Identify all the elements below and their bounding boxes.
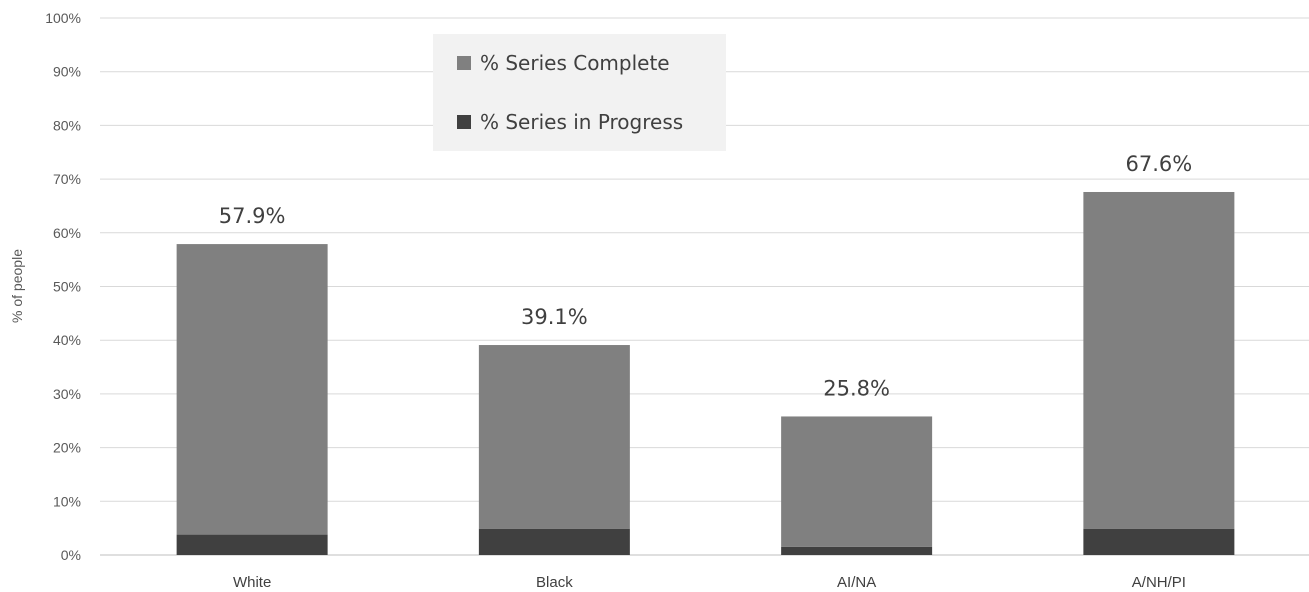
y-tick-label: 0% (61, 547, 81, 563)
y-tick-label: 70% (53, 171, 81, 187)
x-axis-category-labels: White Black AI/NA A/NH/PI (233, 574, 1186, 591)
bar-segment-in-progress (781, 546, 933, 555)
legend-swatch-complete (457, 56, 471, 70)
y-axis-tick-labels: 0% 10% 20% 30% 40% 50% 60% 70% 80% 90% 100% (45, 10, 81, 563)
bar-segment-in-progress (176, 534, 328, 555)
y-tick-label: 20% (53, 440, 81, 456)
legend-background (433, 34, 726, 151)
x-category-label: A/NH/PI (1132, 574, 1186, 591)
legend-swatch-in-progress (457, 115, 471, 129)
data-label: 39.1% (521, 305, 588, 329)
x-category-label: White (233, 574, 271, 591)
x-category-label: Black (536, 574, 573, 591)
y-tick-label: 30% (53, 386, 81, 402)
y-tick-label: 60% (53, 225, 81, 241)
legend-label-in-progress: % Series in Progress (480, 110, 683, 134)
data-label: 67.6% (1126, 152, 1193, 176)
y-axis-title: % of people (9, 249, 25, 323)
bars (176, 191, 1235, 555)
bar-segment-complete (1083, 191, 1235, 529)
data-label: 57.9% (219, 204, 286, 228)
bar-segment-complete (781, 416, 933, 547)
y-tick-label: 10% (53, 493, 81, 509)
data-label: 25.8% (823, 376, 890, 400)
y-tick-label: 80% (53, 117, 81, 133)
legend-label-complete: % Series Complete (480, 51, 670, 75)
data-labels: 57.9% 39.1% 25.8% 67.6% (219, 152, 1192, 400)
bar-segment-complete (478, 345, 630, 529)
legend: % Series Complete % Series in Progress (433, 34, 726, 151)
x-category-label: AI/NA (837, 574, 876, 591)
bar-segment-complete (176, 244, 328, 535)
y-tick-label: 50% (53, 279, 81, 295)
y-tick-label: 100% (45, 10, 81, 26)
bar-segment-in-progress (478, 528, 630, 555)
y-tick-label: 90% (53, 64, 81, 80)
y-tick-label: 40% (53, 332, 81, 348)
bar-segment-in-progress (1083, 528, 1235, 555)
